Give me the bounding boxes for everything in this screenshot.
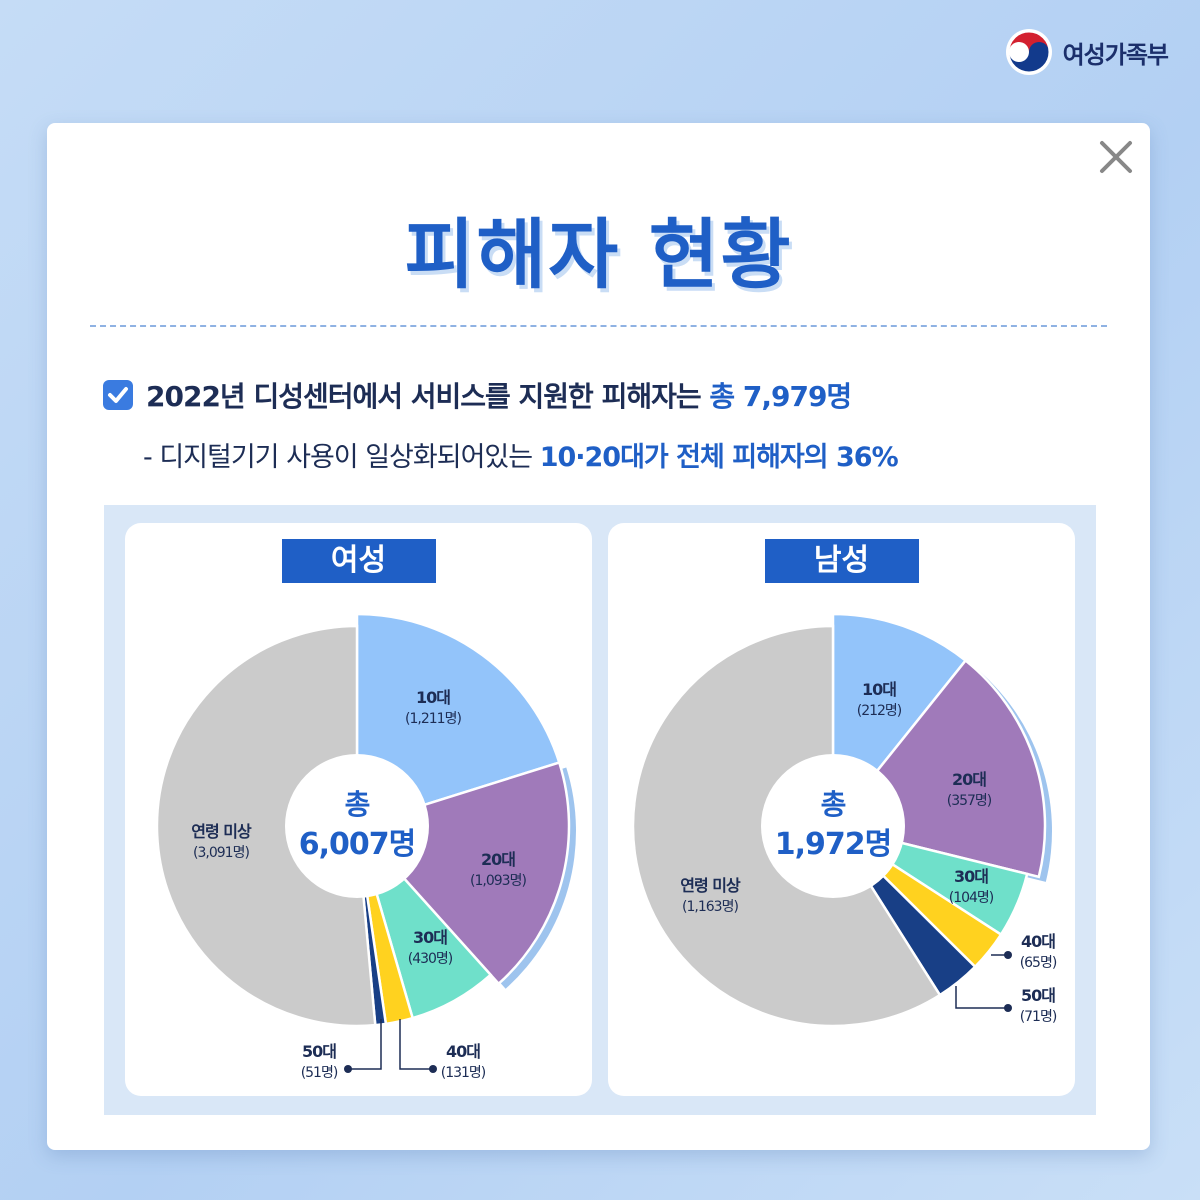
male-chart-panel: 남성 총 1,972명 10대 (212명) 20대 (357명) 30대 (104명) 40대… bbox=[608, 523, 1075, 1096]
male-center-top: 총 bbox=[821, 788, 846, 821]
chart-area: 여성 총 6,007명 10대 (1,211명) 20대 (1,093명) 30대 (430명… bbox=[104, 505, 1096, 1115]
male-label-10s-name: 10대 bbox=[862, 680, 896, 699]
female-chart-panel: 여성 총 6,007명 10대 (1,211명) 20대 (1,093명) 30대 (430명… bbox=[125, 523, 592, 1096]
female-center-top: 총 bbox=[345, 788, 370, 821]
summary-line2: - 디지털기기 사용이 일상화되어있는 10·20대가 전체 피해자의 36% bbox=[143, 435, 899, 474]
brand-name: 여성가족부 bbox=[1062, 40, 1169, 69]
info-card: 피해자 현황 2022년 디성센터에서 서비스를 지원한 피해자는 총 7,97… bbox=[47, 123, 1150, 1150]
female-center-circle bbox=[285, 754, 429, 898]
female-label-30s-value: (430명) bbox=[408, 951, 453, 967]
female-leader-dot-40s bbox=[429, 1065, 437, 1073]
female-label-unknown-value: (3,091명) bbox=[193, 845, 249, 861]
female-leader-40s bbox=[399, 1019, 433, 1070]
female-center-total: 6,007명 bbox=[299, 827, 416, 862]
female-label-50s-name: 50대 bbox=[302, 1042, 336, 1061]
summary-line2-text: - 디지털기기 사용이 일상화되어있는 bbox=[143, 442, 540, 473]
male-label-unknown-name: 연령 미상 bbox=[680, 876, 741, 895]
female-label-10s-name: 10대 bbox=[416, 688, 450, 707]
male-label-10s-value: (212명) bbox=[857, 703, 902, 719]
male-label-20s-name: 20대 bbox=[952, 770, 986, 789]
male-label-30s-name: 30대 bbox=[954, 867, 988, 886]
male-leader-dot-50s bbox=[1004, 1004, 1012, 1012]
page-title: 피해자 현황 bbox=[404, 210, 793, 299]
male-label-50s-value: (71명) bbox=[1020, 1009, 1057, 1025]
male-label-40s-name: 40대 bbox=[1021, 932, 1055, 951]
male-leader-dot-40s bbox=[1004, 951, 1012, 959]
female-slice-unknown bbox=[155, 624, 377, 1028]
brand-logo: 여성가족부 bbox=[1005, 28, 1169, 76]
male-label-30s-value: (104명) bbox=[949, 890, 994, 906]
male-label-unknown-value: (1,163명) bbox=[682, 899, 738, 915]
male-label-50s-name: 50대 bbox=[1021, 986, 1055, 1005]
female-pie-chart: 총 6,007명 10대 (1,211명) 20대 (1,093명) 30대 (430명) 40… bbox=[155, 612, 576, 1081]
summary-line2-highlight: 10·20대가 전체 피해자의 36% bbox=[539, 442, 899, 473]
male-label-20s-value: (357명) bbox=[947, 793, 992, 809]
female-label-10s-value: (1,211명) bbox=[405, 711, 461, 727]
female-leader-50s bbox=[348, 1019, 382, 1070]
female-chart-title: 여성 bbox=[281, 539, 436, 583]
male-center-total: 1,972명 bbox=[775, 827, 892, 862]
male-center-circle bbox=[761, 754, 905, 898]
summary-line1-total: 총 7,979명 bbox=[709, 380, 852, 413]
male-label-40s-value: (65명) bbox=[1020, 955, 1057, 971]
male-leader-50s bbox=[955, 986, 1008, 1009]
checkbox-checked-icon bbox=[103, 380, 133, 410]
summary-line1-text: 2022년 디성센터에서 서비스를 지원한 피해자는 bbox=[146, 380, 710, 413]
female-label-30s-name: 30대 bbox=[413, 928, 447, 947]
female-label-50s-value: (51명) bbox=[301, 1065, 338, 1081]
female-label-20s-value: (1,093명) bbox=[470, 873, 526, 889]
female-label-40s-name: 40대 bbox=[446, 1042, 480, 1061]
taegeuk-icon bbox=[1005, 29, 1052, 75]
close-icon[interactable] bbox=[1096, 137, 1136, 177]
summary-line1: 2022년 디성센터에서 서비스를 지원한 피해자는 총 7,979명 bbox=[102, 375, 852, 415]
female-label-unknown-name: 연령 미상 bbox=[191, 822, 252, 841]
female-slice-10s bbox=[355, 612, 561, 828]
male-chart-title: 남성 bbox=[764, 539, 919, 583]
male-pie-chart: 총 1,972명 10대 (212명) 20대 (357명) 30대 (104명) 40대 (65… bbox=[631, 612, 1058, 1028]
female-label-40s-value: (131명) bbox=[441, 1065, 486, 1081]
divider bbox=[90, 325, 1107, 327]
female-leader-dot-50s bbox=[344, 1065, 352, 1073]
female-label-20s-name: 20대 bbox=[481, 850, 515, 869]
